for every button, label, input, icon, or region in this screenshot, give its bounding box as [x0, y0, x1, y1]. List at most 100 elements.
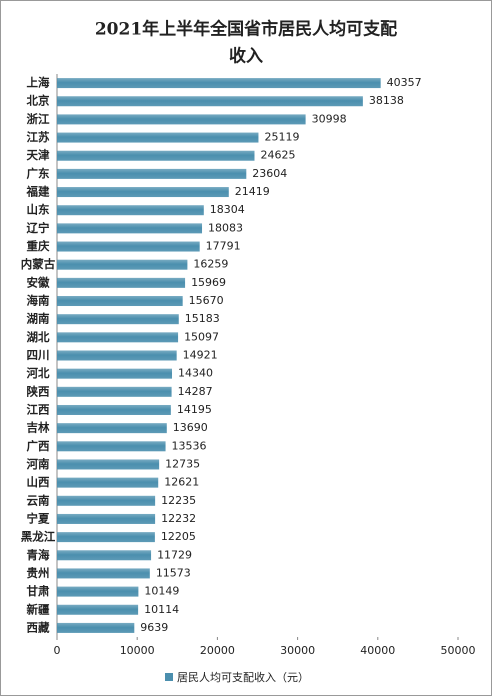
- bar: [57, 368, 173, 379]
- x-tick-label: 40000: [360, 644, 395, 657]
- bar: [57, 114, 306, 125]
- x-tick-label: 30000: [280, 644, 315, 657]
- y-tick-label: 天津: [27, 148, 50, 162]
- value-label: 40357: [387, 76, 422, 89]
- bar: [57, 423, 167, 434]
- bar: [57, 532, 155, 543]
- bar: [57, 259, 188, 270]
- y-tick-label: 河南: [27, 457, 50, 471]
- value-label: 21419: [235, 185, 270, 198]
- y-tick-label: 西藏: [27, 620, 50, 634]
- bar: [57, 495, 156, 506]
- value-label: 23604: [252, 167, 287, 180]
- y-tick-label: 贵州: [27, 566, 50, 580]
- bar: [57, 296, 183, 307]
- value-label: 14287: [178, 385, 213, 398]
- bar: [57, 622, 135, 633]
- y-tick-label: 辽宁: [27, 221, 50, 235]
- bar: [57, 205, 204, 216]
- y-tick-label: 河北: [27, 366, 50, 380]
- value-label: 18083: [208, 221, 243, 234]
- bar: [57, 441, 166, 452]
- bar: [57, 150, 255, 161]
- value-label: 14340: [178, 367, 213, 380]
- y-tick-label: 甘肃: [27, 584, 50, 598]
- value-label: 14921: [183, 349, 218, 362]
- bar: [57, 350, 177, 361]
- y-tick-label: 内蒙古: [21, 257, 56, 271]
- value-label: 15183: [185, 312, 220, 325]
- x-tick-label: 50000: [441, 644, 476, 657]
- value-label: 15969: [191, 276, 226, 289]
- bar: [57, 604, 139, 615]
- y-tick-label: 江西: [27, 402, 50, 416]
- chart-title: 2021年上半年全国省市居民人均可支配: [95, 19, 397, 40]
- value-label: 38138: [369, 94, 404, 107]
- y-tick-label: 山西: [27, 475, 50, 489]
- value-label: 18304: [210, 203, 245, 216]
- value-label: 13536: [172, 439, 207, 452]
- value-label: 12621: [164, 476, 199, 489]
- legend-label: 居民人均可支配收入（元）: [177, 670, 309, 684]
- value-label: 10149: [144, 585, 179, 598]
- y-tick-label: 吉林: [27, 421, 50, 435]
- bar: [57, 586, 139, 597]
- bar: [57, 404, 171, 415]
- y-tick-label: 宁夏: [27, 511, 50, 525]
- value-label: 15670: [189, 294, 224, 307]
- chart-title: 收入: [229, 46, 263, 67]
- bar: [57, 550, 152, 561]
- y-tick-label: 云南: [27, 493, 50, 507]
- x-tick-label: 10000: [120, 644, 155, 657]
- y-tick-label: 黑龙江: [21, 530, 56, 544]
- bar: [57, 168, 247, 179]
- y-tick-label: 陕西: [27, 384, 50, 398]
- y-tick-label: 四川: [27, 348, 50, 362]
- y-tick-label: 湖南: [27, 312, 50, 326]
- bar: [57, 277, 186, 288]
- value-label: 16259: [193, 258, 228, 271]
- bar: [57, 78, 381, 89]
- value-label: 30998: [312, 112, 347, 125]
- value-label: 12735: [165, 457, 200, 470]
- value-label: 17791: [206, 240, 241, 253]
- value-label: 11573: [156, 566, 191, 579]
- value-label: 24625: [260, 149, 295, 162]
- value-label: 25119: [264, 131, 299, 144]
- y-tick-label: 安徽: [27, 275, 50, 289]
- x-tick-label: 0: [54, 644, 61, 657]
- y-tick-label: 广西: [27, 439, 50, 453]
- value-label: 12235: [161, 494, 196, 507]
- value-label: 9639: [140, 621, 168, 634]
- legend-swatch: [165, 673, 173, 681]
- y-tick-label: 山东: [27, 203, 50, 217]
- bar: [57, 332, 179, 343]
- bar: [57, 241, 200, 252]
- y-tick-label: 北京: [27, 94, 50, 108]
- bar: [57, 568, 150, 579]
- value-label: 12205: [161, 530, 196, 543]
- value-label: 11729: [157, 548, 192, 561]
- bar: [57, 132, 259, 143]
- y-tick-label: 海南: [27, 294, 50, 308]
- x-tick-label: 20000: [200, 644, 235, 657]
- bar: [57, 386, 172, 397]
- y-tick-label: 福建: [26, 185, 50, 199]
- value-label: 14195: [177, 403, 212, 416]
- value-label: 13690: [173, 421, 208, 434]
- y-tick-label: 青海: [27, 548, 50, 562]
- value-label: 10114: [144, 603, 179, 616]
- value-label: 15097: [184, 330, 219, 343]
- y-tick-label: 江苏: [27, 130, 50, 144]
- bar: [57, 187, 229, 198]
- y-tick-label: 上海: [27, 76, 50, 90]
- y-tick-label: 重庆: [27, 239, 50, 253]
- bar: [57, 459, 160, 470]
- y-tick-label: 湖北: [27, 330, 50, 344]
- bar: [57, 513, 156, 524]
- y-tick-label: 浙江: [27, 112, 50, 126]
- value-label: 12232: [161, 512, 196, 525]
- bar: [57, 477, 159, 488]
- bar: [57, 223, 203, 234]
